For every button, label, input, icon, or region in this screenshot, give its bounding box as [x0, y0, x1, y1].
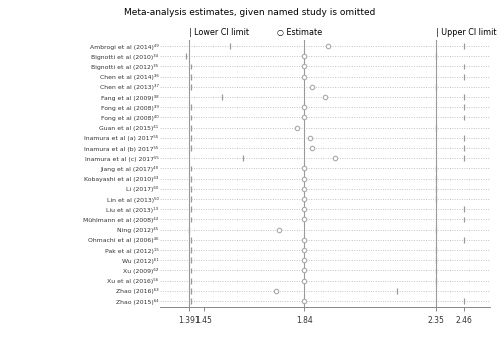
Text: | Upper CI limit: | Upper CI limit — [436, 28, 496, 36]
Text: Meta-analysis estimates, given named study is omitted: Meta-analysis estimates, given named stu… — [124, 8, 376, 18]
Text: | Lower CI limit: | Lower CI limit — [188, 28, 248, 36]
Text: ○ Estimate: ○ Estimate — [277, 28, 322, 36]
